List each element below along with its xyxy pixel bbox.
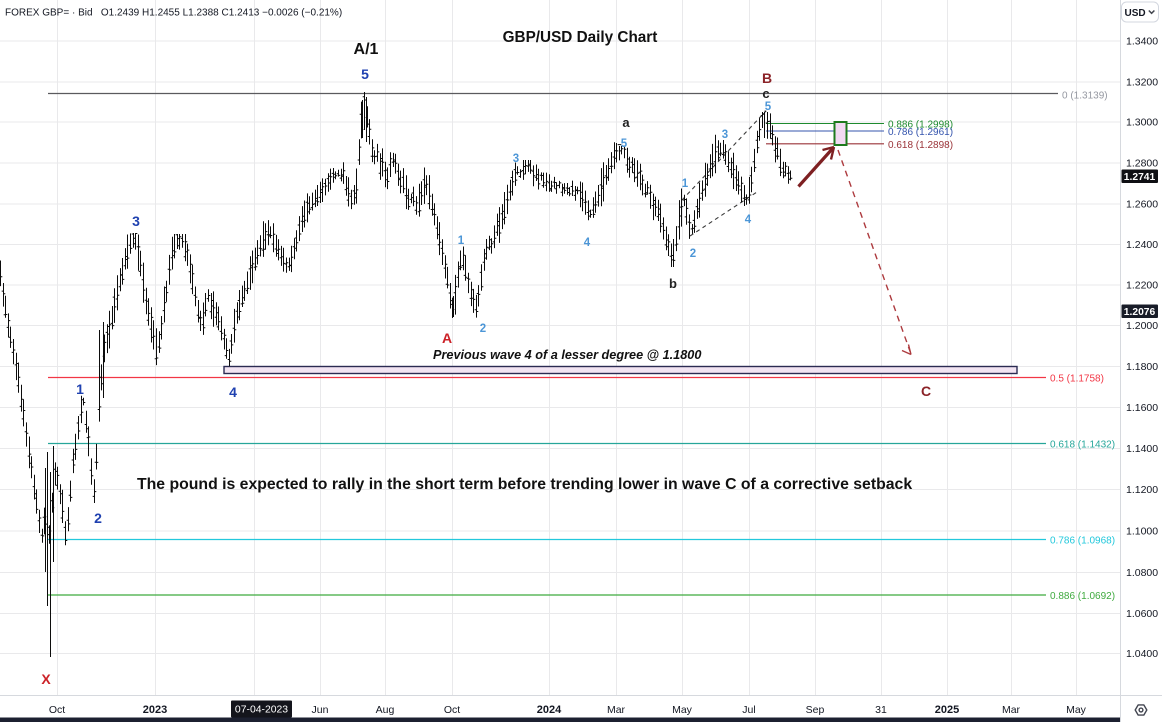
- svg-text:07-04-2023: 07-04-2023: [235, 705, 288, 716]
- svg-text:31: 31: [875, 704, 887, 716]
- svg-text:1.0400: 1.0400: [1126, 648, 1158, 660]
- svg-text:1.1000: 1.1000: [1126, 526, 1158, 538]
- svg-text:A: A: [442, 330, 452, 346]
- svg-text:1.2200: 1.2200: [1126, 280, 1158, 292]
- svg-text:X: X: [41, 671, 51, 687]
- svg-text:1.1200: 1.1200: [1126, 484, 1158, 496]
- svg-text:Oct: Oct: [444, 704, 460, 716]
- svg-text:1.3400: 1.3400: [1126, 36, 1158, 48]
- svg-text:2023: 2023: [143, 704, 167, 716]
- svg-text:Previous wave 4 of a lesser de: Previous wave 4 of a lesser degree @ 1.1…: [433, 348, 701, 362]
- svg-text:2024: 2024: [537, 704, 562, 716]
- svg-text:2025: 2025: [935, 704, 959, 716]
- svg-text:Oct: Oct: [49, 704, 65, 716]
- svg-text:1: 1: [76, 381, 84, 397]
- svg-text:1.2741: 1.2741: [1124, 172, 1156, 183]
- svg-text:Sep: Sep: [806, 704, 825, 716]
- svg-text:3: 3: [513, 153, 519, 165]
- svg-text:3: 3: [722, 129, 728, 141]
- svg-text:Jul: Jul: [742, 704, 755, 716]
- svg-text:Mar: Mar: [607, 704, 626, 716]
- svg-text:5: 5: [621, 138, 628, 150]
- svg-text:USD: USD: [1125, 8, 1146, 19]
- svg-text:2: 2: [690, 248, 696, 260]
- svg-text:0 (1.3139): 0 (1.3139): [1062, 91, 1108, 102]
- svg-text:Aug: Aug: [376, 704, 395, 716]
- svg-text:B: B: [762, 70, 772, 86]
- svg-text:May: May: [1066, 704, 1087, 716]
- svg-text:1.2076: 1.2076: [1124, 307, 1156, 318]
- svg-text:0.886 (1.2998): 0.886 (1.2998): [888, 120, 953, 131]
- svg-text:1.1800: 1.1800: [1126, 361, 1158, 373]
- svg-text:4: 4: [584, 237, 591, 249]
- svg-text:4: 4: [229, 384, 237, 400]
- svg-text:2: 2: [480, 323, 486, 335]
- svg-text:1.0800: 1.0800: [1126, 567, 1158, 579]
- svg-text:1.1400: 1.1400: [1126, 443, 1158, 455]
- svg-text:C: C: [921, 383, 931, 399]
- svg-text:0.618 (1.1432): 0.618 (1.1432): [1050, 440, 1115, 451]
- svg-text:c: c: [762, 86, 769, 101]
- svg-text:0.786 (1.2961): 0.786 (1.2961): [888, 127, 953, 138]
- svg-text:a: a: [622, 115, 630, 130]
- svg-text:1.1600: 1.1600: [1126, 402, 1158, 414]
- svg-text:0.786 (1.0968): 0.786 (1.0968): [1050, 536, 1115, 547]
- svg-text:1.3200: 1.3200: [1126, 77, 1158, 89]
- svg-text:GBP/USD Daily Chart: GBP/USD Daily Chart: [503, 29, 658, 46]
- svg-text:0.5 (1.1758): 0.5 (1.1758): [1050, 374, 1104, 385]
- svg-text:Jun: Jun: [312, 704, 329, 716]
- svg-text:b: b: [669, 276, 677, 291]
- svg-text:0.886 (1.0692): 0.886 (1.0692): [1050, 591, 1115, 602]
- svg-text:3: 3: [132, 213, 140, 229]
- svg-text:4: 4: [745, 214, 752, 226]
- svg-text:1: 1: [682, 178, 689, 190]
- svg-text:The pound is expected to rally: The pound is expected to rally in the sh…: [137, 476, 912, 493]
- svg-text:5: 5: [765, 101, 772, 113]
- svg-text:Mar: Mar: [1002, 704, 1021, 716]
- svg-text:1: 1: [458, 235, 465, 247]
- svg-text:FOREX GBP= · Bid O1.2439 H1.: FOREX GBP= · Bid O1.2439 H1.2455 L1.2388…: [5, 8, 342, 19]
- svg-text:1.2600: 1.2600: [1126, 199, 1158, 211]
- svg-text:1.2800: 1.2800: [1126, 158, 1158, 170]
- svg-text:1.2000: 1.2000: [1126, 320, 1158, 332]
- svg-text:0.618 (1.2898): 0.618 (1.2898): [888, 140, 953, 151]
- svg-text:1.2400: 1.2400: [1126, 239, 1158, 251]
- svg-text:5: 5: [361, 66, 369, 82]
- svg-text:May: May: [672, 704, 693, 716]
- svg-text:2: 2: [94, 510, 102, 526]
- svg-text:A/1: A/1: [354, 41, 379, 58]
- svg-text:1.3000: 1.3000: [1126, 117, 1158, 129]
- svg-text:1.0600: 1.0600: [1126, 608, 1158, 620]
